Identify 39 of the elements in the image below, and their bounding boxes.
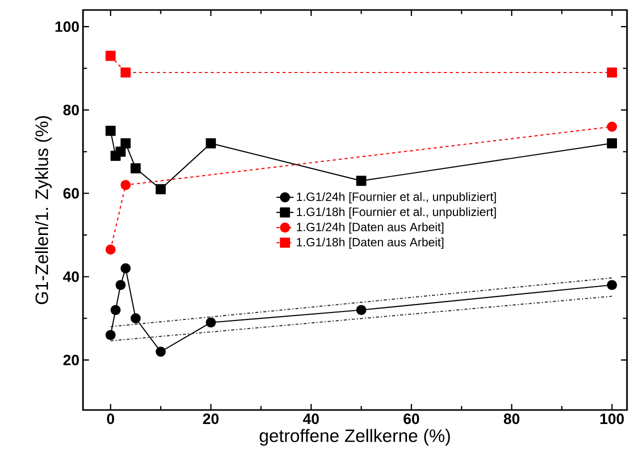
point: [106, 244, 116, 255]
point: [356, 176, 366, 186]
point: [206, 317, 216, 328]
point: [156, 346, 166, 357]
point: [120, 138, 131, 148]
point: [606, 138, 618, 148]
x-axis-title: getroffene Zellkerne (%): [260, 428, 450, 446]
y-tick-label: 80: [63, 104, 79, 116]
point: [606, 122, 618, 132]
point: [156, 184, 166, 194]
y-tick-label: 60: [63, 188, 79, 199]
x-tick-label: 40: [303, 414, 319, 424]
y-tick-label: 100: [55, 21, 79, 32]
y-axis-title: G1-Zellen/1. Zyklus (%): [34, 116, 52, 304]
legend-label: 1.G1/24h [Daten aus Arbeit]: [296, 222, 444, 234]
point: [106, 126, 116, 136]
point: [106, 330, 116, 340]
point: [606, 67, 618, 78]
point: [120, 180, 131, 190]
x-tick-label: 60: [404, 414, 420, 424]
point: [356, 304, 366, 316]
legend-label: 1.G1/24h [Fournier et al., unpubliziert]: [296, 192, 496, 204]
legend-label: 1.G1/18h [Fournier et al., unpubliziert]: [296, 207, 496, 218]
point: [120, 263, 131, 274]
y-tick-label: 40: [63, 271, 79, 282]
point: [110, 304, 121, 316]
point: [130, 313, 141, 324]
legend-label: 1.G1/18h [Daten aus Arbeit]: [296, 238, 444, 249]
point: [120, 67, 131, 78]
point: [206, 138, 216, 148]
x-tick-label: 100: [600, 414, 624, 424]
point: [606, 280, 618, 290]
point: [116, 280, 126, 290]
x-tick-label: 0: [107, 414, 114, 424]
point: [130, 163, 141, 174]
x-tick-label: 80: [504, 414, 520, 424]
point: [106, 50, 116, 61]
y-tick-label: 20: [63, 354, 79, 366]
x-tick-label: 20: [203, 414, 219, 424]
